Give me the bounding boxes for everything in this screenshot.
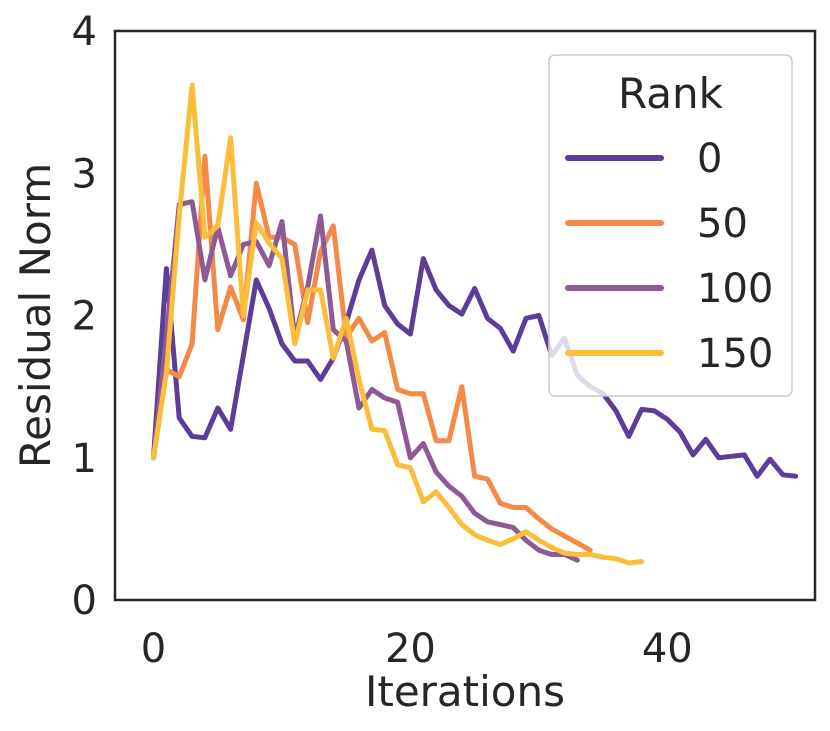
y-tick-label: 2 xyxy=(72,294,97,340)
legend: Rank 0 50 100 150 xyxy=(548,54,793,397)
y-tick-label: 3 xyxy=(72,151,97,197)
x-axis-title: Iterations xyxy=(365,667,565,716)
ticks-layer: 0 20 40 0 1 2 3 4 xyxy=(72,9,693,672)
legend-label-150: 150 xyxy=(697,331,773,377)
legend-entries: 0 50 100 150 xyxy=(565,136,773,377)
series-layer xyxy=(151,82,799,566)
legend-label-0: 0 xyxy=(697,136,722,182)
x-tick-label: 20 xyxy=(385,626,436,672)
legend-label-100: 100 xyxy=(697,266,773,312)
y-tick-label: 0 xyxy=(72,578,97,624)
plot-frame xyxy=(113,29,817,602)
series-line-0 xyxy=(151,247,799,479)
y-axis-title: Residual Norm xyxy=(11,163,60,468)
legend-title: Rank xyxy=(618,69,724,118)
legend-box xyxy=(548,54,793,397)
y-tick-label: 4 xyxy=(72,9,97,55)
x-tick-label: 40 xyxy=(642,626,693,672)
y-tick-label: 1 xyxy=(72,436,97,482)
series-line-50 xyxy=(151,153,593,553)
series-line-150 xyxy=(151,82,645,566)
legend-label-50: 50 xyxy=(697,201,748,247)
x-tick-label: 0 xyxy=(141,626,166,672)
